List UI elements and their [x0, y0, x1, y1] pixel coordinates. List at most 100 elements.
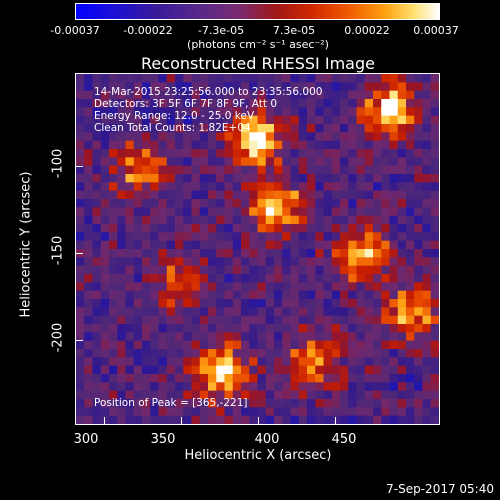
heatmap-cell — [389, 399, 399, 408]
heatmap-cell — [158, 99, 168, 108]
heatmap-cell — [76, 407, 85, 417]
heatmap-cell — [142, 82, 151, 92]
heatmap-cell — [265, 149, 275, 158]
heatmap-cell — [373, 390, 382, 400]
heatmap-cell — [257, 157, 267, 167]
heatmap-cell — [282, 407, 291, 417]
heatmap-cell — [373, 99, 382, 108]
heatmap-cell — [348, 382, 357, 392]
heatmap-cell — [340, 199, 349, 208]
heatmap-cell — [298, 349, 308, 358]
heatmap-cell — [117, 415, 126, 424]
heatmap-cell — [356, 165, 366, 175]
heatmap-cell — [150, 124, 159, 133]
heatmap-cell — [315, 274, 324, 283]
heatmap-cell — [216, 290, 225, 300]
heatmap-cell — [323, 374, 333, 383]
heatmap-cell — [389, 324, 399, 333]
heatmap-cell — [364, 174, 374, 183]
heatmap-cell — [224, 415, 234, 424]
heatmap-cell — [191, 415, 201, 424]
heatmap-cell — [142, 415, 151, 424]
heatmap-cell — [315, 74, 324, 83]
y-axis-label: Heliocentric Y (arcsec) — [18, 171, 34, 318]
heatmap-cell — [84, 399, 93, 408]
heatmap-cell — [232, 407, 242, 417]
heatmap-cell — [356, 224, 366, 233]
heatmap-cell — [100, 340, 110, 350]
heatmap-cell — [265, 82, 275, 92]
heatmap-cell — [208, 399, 217, 408]
heatmap-cell — [307, 374, 316, 383]
heatmap-cell — [166, 357, 176, 367]
heatmap-cell — [356, 299, 366, 308]
heatmap-cell — [307, 90, 316, 100]
heatmap-cell — [364, 99, 374, 108]
heatmap-cell — [331, 249, 341, 258]
heatmap-cell — [100, 215, 110, 225]
heatmap-cell — [109, 74, 118, 83]
heatmap-cell — [298, 357, 308, 367]
heatmap-cell — [76, 74, 85, 83]
heatmap-cell — [323, 90, 333, 100]
heatmap-cell — [92, 265, 102, 275]
heatmap-cell — [191, 374, 201, 383]
heatmap-cell — [340, 249, 349, 258]
heatmap-cell — [422, 199, 432, 208]
heatmap-cell — [265, 332, 275, 342]
heatmap-cell — [340, 149, 349, 158]
heatmap-cell — [224, 357, 234, 367]
heatmap-cell — [389, 224, 399, 233]
heatmap-cell — [208, 249, 217, 258]
heatmap-cell — [331, 282, 341, 292]
heatmap-cell — [191, 349, 201, 358]
heatmap-cell — [315, 382, 324, 392]
heatmap-cell — [84, 115, 93, 125]
heatmap-cell — [199, 274, 209, 283]
heatmap-cell — [282, 332, 291, 342]
heatmap-cell — [150, 407, 159, 417]
heatmap-cell — [348, 215, 357, 225]
heatmap-cell — [315, 340, 324, 350]
heatmap-cell — [191, 165, 201, 175]
heatmap-cell — [224, 82, 234, 92]
heatmap-cell — [290, 324, 300, 333]
heatmap-cell — [389, 124, 399, 133]
heatmap-cell — [150, 390, 159, 400]
heatmap-cell — [430, 249, 439, 258]
heatmap-cell — [265, 124, 275, 133]
heatmap-cell — [117, 207, 126, 217]
heatmap-cell — [414, 90, 423, 100]
heatmap-cell — [364, 349, 374, 358]
heatmap-cell — [397, 349, 407, 358]
heatmap-cell — [257, 132, 267, 142]
heatmap-cell — [216, 324, 225, 333]
heatmap-cell — [150, 140, 159, 150]
heatmap-cell — [356, 407, 366, 417]
heatmap-cell — [208, 365, 217, 375]
heatmap-cell — [133, 240, 143, 250]
heatmap-cell — [249, 207, 258, 217]
heatmap-cell — [183, 99, 192, 108]
heatmap-cell — [142, 290, 151, 300]
heatmap-cell — [422, 299, 432, 308]
heatmap-cell — [117, 107, 126, 117]
heatmap-cell — [430, 132, 439, 142]
heatmap-cell — [158, 307, 168, 317]
heatmap-cell — [414, 332, 423, 342]
heatmap-cell — [183, 315, 192, 325]
x-axis-label: Heliocentric X (arcsec) — [184, 448, 332, 463]
heatmap-cell — [348, 207, 357, 217]
heatmap-cell — [125, 382, 135, 392]
heatmap-cell — [406, 382, 415, 392]
heatmap-cell — [224, 90, 234, 100]
heatmap-cell — [348, 132, 357, 142]
heatmap-cell — [323, 274, 333, 283]
heatmap-cell — [199, 407, 209, 417]
heatmap-cell — [265, 215, 275, 225]
heatmap-cell — [158, 240, 168, 250]
heatmap-cell — [348, 299, 357, 308]
heatmap-cell — [100, 99, 110, 108]
heatmap-cell — [290, 374, 300, 383]
heatmap-cell — [92, 290, 102, 300]
